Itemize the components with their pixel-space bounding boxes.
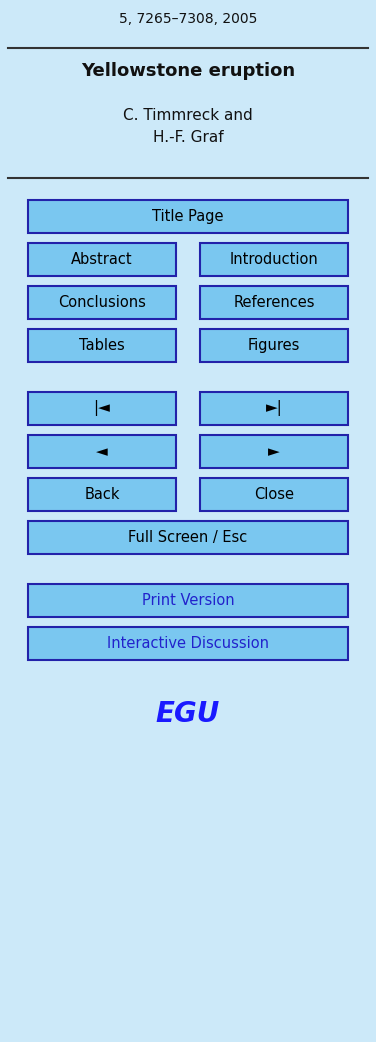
FancyBboxPatch shape xyxy=(28,478,176,511)
Text: Interactive Discussion: Interactive Discussion xyxy=(107,636,269,651)
FancyBboxPatch shape xyxy=(28,200,348,233)
Text: Tables: Tables xyxy=(79,338,125,353)
FancyBboxPatch shape xyxy=(200,286,348,319)
Text: Abstract: Abstract xyxy=(71,252,133,267)
Text: 5, 7265–7308, 2005: 5, 7265–7308, 2005 xyxy=(119,13,257,26)
FancyBboxPatch shape xyxy=(28,435,176,468)
FancyBboxPatch shape xyxy=(200,329,348,362)
Text: |◄: |◄ xyxy=(94,400,111,417)
Text: Back: Back xyxy=(84,487,120,502)
Text: Print Version: Print Version xyxy=(142,593,234,607)
Text: References: References xyxy=(233,295,315,311)
Text: Title Page: Title Page xyxy=(152,209,224,224)
FancyBboxPatch shape xyxy=(200,478,348,511)
Text: ►|: ►| xyxy=(265,400,282,417)
Text: Yellowstone eruption: Yellowstone eruption xyxy=(81,63,295,80)
FancyBboxPatch shape xyxy=(200,392,348,425)
FancyBboxPatch shape xyxy=(200,243,348,276)
FancyBboxPatch shape xyxy=(28,521,348,554)
FancyBboxPatch shape xyxy=(28,584,348,617)
FancyBboxPatch shape xyxy=(28,286,176,319)
Text: Introduction: Introduction xyxy=(230,252,318,267)
Text: Figures: Figures xyxy=(248,338,300,353)
FancyBboxPatch shape xyxy=(28,329,176,362)
FancyBboxPatch shape xyxy=(28,392,176,425)
Text: ►: ► xyxy=(268,444,280,458)
FancyBboxPatch shape xyxy=(200,435,348,468)
Text: Conclusions: Conclusions xyxy=(58,295,146,311)
Text: Full Screen / Esc: Full Screen / Esc xyxy=(128,530,248,545)
Text: EGU: EGU xyxy=(156,700,220,728)
Text: Close: Close xyxy=(254,487,294,502)
Text: ◄: ◄ xyxy=(96,444,108,458)
FancyBboxPatch shape xyxy=(28,627,348,660)
FancyBboxPatch shape xyxy=(28,243,176,276)
Text: C. Timmreck and
H.-F. Graf: C. Timmreck and H.-F. Graf xyxy=(123,108,253,145)
